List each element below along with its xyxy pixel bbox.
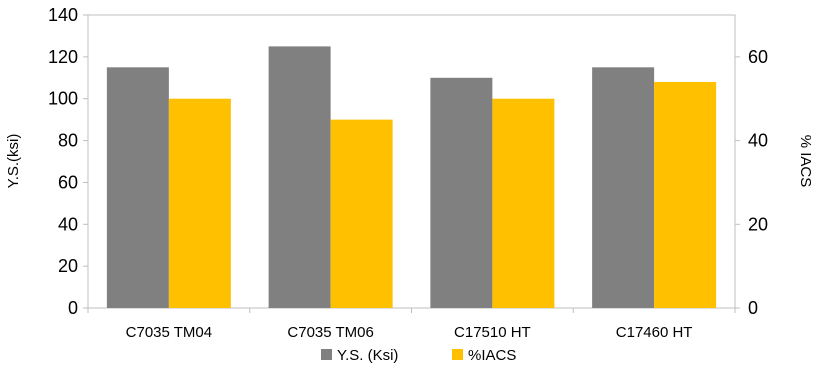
legend-swatch-iacs — [452, 349, 463, 360]
left-tick-label: 80 — [58, 131, 78, 151]
right-tick-label: 20 — [748, 214, 768, 234]
legend-label-ys: Y.S. (Ksi) — [337, 347, 398, 364]
bar-ys-2 — [268, 46, 331, 309]
left-tick-label: 140 — [48, 5, 78, 25]
left-tick-label: 40 — [58, 214, 78, 234]
right-tick-label: 60 — [748, 47, 768, 67]
category-label: C17460 HT — [616, 324, 693, 341]
bar-iacs-1 — [168, 98, 231, 308]
legend-swatch-ys — [321, 349, 332, 360]
left-axis: 0 20 40 60 80 100 120 140 — [48, 5, 88, 318]
left-tick-label: 20 — [58, 256, 78, 276]
y-axis-title-left: Y.S.(ksi) — [5, 134, 22, 189]
legend-label-iacs: %IACS — [468, 347, 516, 364]
category-label: C7035 TM06 — [287, 324, 373, 341]
bar-iacs-2 — [330, 119, 393, 309]
y-axis-title-right: % IACS — [797, 135, 814, 188]
left-tick-label: 120 — [48, 47, 78, 67]
bars — [106, 46, 717, 309]
bar-ys-4 — [592, 67, 655, 308]
right-axis: 0 20 40 60 — [735, 47, 768, 318]
right-tick-label: 40 — [748, 131, 768, 151]
left-tick-label: 100 — [48, 89, 78, 109]
bar-iacs-3 — [492, 98, 555, 308]
category-label: C17510 HT — [454, 324, 531, 341]
right-tick-label: 0 — [748, 298, 758, 318]
legend: Y.S. (Ksi) %IACS — [321, 347, 516, 364]
category-label: C7035 TM04 — [126, 324, 212, 341]
bar-iacs-4 — [654, 81, 717, 308]
bar-ys-3 — [430, 77, 493, 309]
left-tick-label: 0 — [68, 298, 78, 318]
category-axis: C7035 TM04 C7035 TM06 C17510 HT C17460 HT — [87, 308, 736, 341]
left-tick-label: 60 — [58, 172, 78, 192]
bar-ys-1 — [106, 67, 169, 308]
